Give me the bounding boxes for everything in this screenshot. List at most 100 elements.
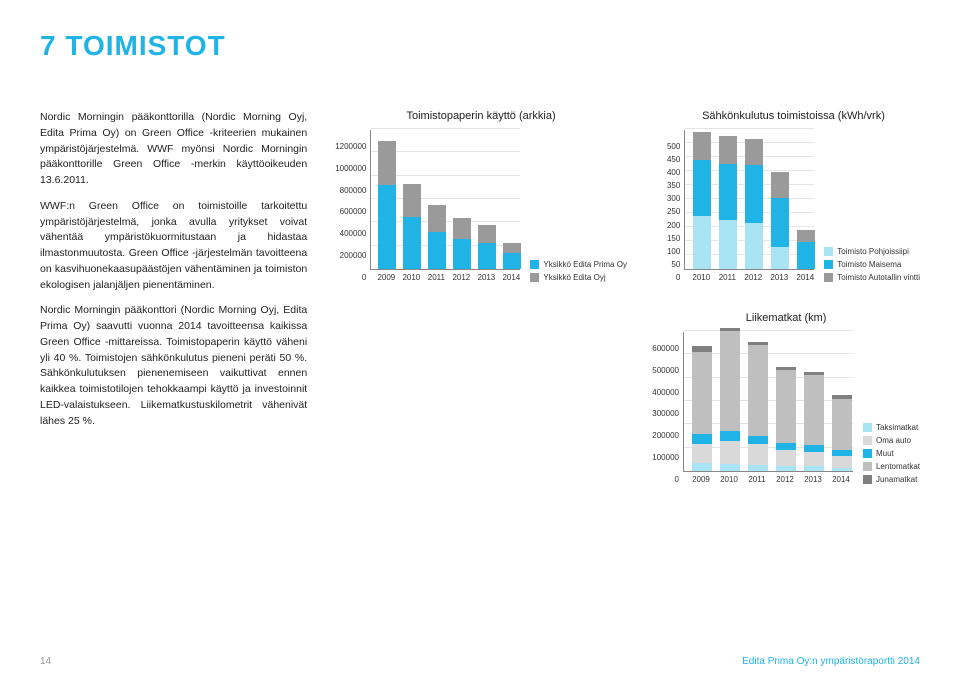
charts-row-bottom: Liikematkat (km)600000500000400000300000… [335, 312, 920, 484]
page: 7 TOIMISTOT Nordic Morningin pääkonttori… [0, 0, 960, 687]
travel-chart-legend-item: Lentomatkat [863, 462, 920, 471]
travel-chart-title: Liikematkat (km) [652, 312, 920, 324]
page-heading: 7 TOIMISTOT [40, 30, 920, 62]
paper-chart-bar-2011 [428, 205, 446, 269]
legend-swatch-icon [863, 423, 872, 432]
travel-chart-bar-2010 [720, 328, 740, 471]
electricity-chart-ytick: 100 [667, 247, 680, 256]
electricity-chart-legend-item: Toimisto Pohjoissiipi [824, 247, 920, 256]
electricity-chart-segment [745, 223, 763, 269]
travel-chart-segment [720, 441, 740, 464]
paper-chart-legend-item: Yksikkö Edita Oyj [530, 273, 627, 282]
paper-chart-bar-2009 [378, 141, 396, 269]
electricity-chart-segment [719, 220, 737, 269]
legend-swatch-icon [530, 260, 539, 269]
travel-chart-segment [692, 352, 712, 434]
electricity-chart-bar-2011 [719, 136, 737, 269]
travel-chart-ytick: 0 [675, 475, 679, 484]
travel-chart-xtick: 2013 [803, 475, 823, 484]
travel-chart-segment [804, 452, 824, 466]
travel-chart-legend-label: Oma auto [876, 436, 911, 445]
travel-chart-xtick: 2011 [747, 475, 767, 484]
paper-chart-ytick: 200000 [340, 251, 367, 260]
paper-chart-bar-2012 [453, 218, 471, 269]
travel-chart-segment [804, 375, 824, 445]
paper-chart-legend: Yksikkö Edita Prima OyYksikkö Edita Oyj [530, 260, 627, 282]
travel-chart-bar-2009 [692, 346, 712, 471]
paper-chart-segment [428, 232, 446, 269]
electricity-chart-segment [797, 230, 815, 243]
travel-chart-segment [776, 370, 796, 442]
doc-title: Edita Prima Oy:n ympäristöraportti 2014 [742, 656, 920, 667]
travel-chart-segment [692, 434, 712, 445]
electricity-chart-xtick: 2011 [718, 273, 736, 282]
electricity-chart-segment [771, 247, 789, 269]
legend-swatch-icon [863, 449, 872, 458]
travel-chart-ytick: 300000 [652, 409, 679, 418]
electricity-chart-legend-label: Toimisto Pohjoissiipi [837, 247, 909, 256]
legend-swatch-icon [863, 462, 872, 471]
paper-chart-ytick: 0 [362, 273, 366, 282]
paper-chart-xtick: 2011 [427, 273, 445, 282]
electricity-chart-segment [745, 139, 763, 166]
paragraph-3: Nordic Morningin pääkonttori (Nordic Mor… [40, 303, 307, 429]
chart-paper-use: Toimistopaperin käyttö (arkkia)120000010… [335, 110, 627, 282]
electricity-chart-ytick: 300 [667, 194, 680, 203]
electricity-chart-segment [719, 136, 737, 164]
paper-chart-segment [428, 205, 446, 232]
electricity-chart-bar-2012 [745, 139, 763, 269]
travel-chart-segment [692, 463, 712, 471]
travel-chart-legend: TaksimatkatOma autoMuutLentomatkatJunama… [863, 423, 920, 484]
paper-chart-plot [370, 130, 520, 270]
electricity-chart-ytick: 500 [667, 142, 680, 151]
travel-chart-xtick: 2009 [691, 475, 711, 484]
travel-chart-segment [720, 431, 740, 440]
paper-chart-xtick: 2013 [477, 273, 495, 282]
paper-chart-segment [478, 243, 496, 269]
content-columns: Nordic Morningin pääkonttorilla (Nordic … [40, 110, 920, 514]
travel-chart-legend-item: Muut [863, 449, 920, 458]
chart-electricity: Sähkönkulutus toimistoissa (kWh/vrk)5004… [667, 110, 920, 282]
paper-chart-legend-label: Yksikkö Edita Oyj [543, 273, 605, 282]
electricity-chart-bar-2013 [771, 172, 789, 269]
paper-chart-bar-2010 [403, 184, 421, 269]
electricity-chart-y-axis: 500450400350300250200150100500 [667, 142, 684, 282]
paper-chart-segment [503, 243, 521, 252]
electricity-chart-xtick: 2014 [796, 273, 814, 282]
legend-swatch-icon [863, 436, 872, 445]
paper-chart-segment [403, 184, 421, 217]
electricity-chart-ytick: 350 [667, 181, 680, 190]
travel-chart-segment [776, 450, 796, 466]
electricity-chart-plot-wrap: 20102011201220132014 [684, 130, 814, 282]
travel-chart-ytick: 500000 [652, 366, 679, 375]
travel-chart-xtick: 2010 [719, 475, 739, 484]
paper-chart-segment [378, 141, 396, 185]
travel-chart-plot [683, 332, 853, 472]
paper-chart-gridline [371, 128, 520, 129]
electricity-chart-legend-label: Toimisto Autotallin vintti [837, 273, 920, 282]
paper-chart-xtick: 2010 [402, 273, 420, 282]
electricity-chart-xtick: 2010 [692, 273, 710, 282]
electricity-chart-segment [797, 242, 815, 269]
travel-chart-xtick: 2014 [831, 475, 851, 484]
electricity-chart-ytick: 450 [667, 155, 680, 164]
travel-chart-segment [832, 399, 852, 450]
paper-chart-xtick: 2012 [452, 273, 470, 282]
electricity-chart-segment [693, 160, 711, 216]
electricity-chart-body: 5004504003503002502001501005002010201120… [667, 130, 920, 282]
paper-chart-bar-2014 [503, 243, 521, 269]
travel-chart-x-axis: 200920102011201220132014 [683, 472, 853, 484]
legend-swatch-icon [824, 273, 833, 282]
paper-chart-ytick: 800000 [340, 186, 367, 195]
paper-chart-ytick: 400000 [340, 229, 367, 238]
legend-swatch-icon [824, 260, 833, 269]
electricity-chart-legend: Toimisto PohjoissiipiToimisto MaisemaToi… [824, 247, 920, 282]
travel-chart-legend-label: Muut [876, 449, 894, 458]
paper-chart-xtick: 2014 [502, 273, 520, 282]
electricity-chart-gridline [685, 128, 814, 129]
page-number: 14 [40, 656, 51, 667]
travel-chart-segment [776, 443, 796, 450]
travel-chart-segment [776, 466, 796, 471]
travel-chart-legend-label: Junamatkat [876, 475, 917, 484]
paragraph-1: Nordic Morningin pääkonttorilla (Nordic … [40, 110, 307, 189]
